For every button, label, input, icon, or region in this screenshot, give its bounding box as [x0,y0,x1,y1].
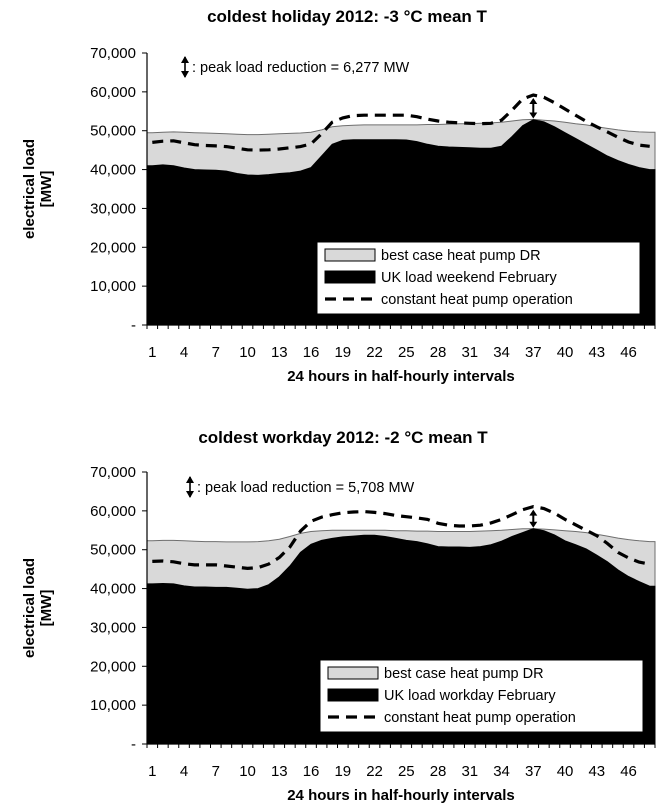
x-tick-label: 22 [366,763,383,780]
x-tick-label: 16 [303,763,320,780]
y-tick-label: 30,000 [90,619,136,636]
x-tick-label: 40 [557,763,574,780]
chart-panel-workday: coldest workday 2012: -2 °C mean T - 10,00… [0,403,659,806]
arrow-head-up [186,476,194,483]
x-tick-label: 43 [588,763,605,780]
x-axis-ticks: 1 4 7 10 13 16 19 22 25 28 31 34 37 40 43 46 [146,325,656,361]
legend-swatch [324,248,376,262]
chart-title: coldest holiday 2012: -3 °C mean T [207,7,487,26]
y-tick-label: 10,000 [90,278,136,295]
arrow-head-down [529,112,538,119]
x-tick-label: 25 [398,344,415,361]
y-axis-label-line: [MW] [38,590,55,627]
legend-label: best case heat pump DR [381,248,541,264]
x-tick-label: 46 [620,344,637,361]
x-tick-label: 19 [334,344,351,361]
x-axis-ticks: 1 4 7 10 13 16 19 22 25 28 31 34 37 40 43 46 [146,744,656,780]
legend-swatch [327,666,379,680]
x-tick-label: 22 [366,344,383,361]
x-tick-label: 28 [430,344,447,361]
x-tick-label: 40 [557,344,574,361]
legend-label: UK load weekend February [381,270,557,286]
arrow-head-up [181,56,189,63]
chart-holiday-svg: coldest holiday 2012: -3 °C mean T - 10,00… [21,7,656,385]
x-tick-label: 13 [271,344,288,361]
x-tick-label: 1 [148,344,156,361]
y-tick-label: 70,000 [90,45,136,62]
y-axis-label: electrical load[MW] [21,139,55,239]
x-tick-label: 34 [493,763,510,780]
y-tick-label: 20,000 [90,239,136,256]
y-axis-label-line: [MW] [38,171,55,208]
x-axis-label: 24 hours in half-hourly intervals [287,787,515,804]
x-axis-label: 24 hours in half-hourly intervals [287,368,515,385]
peak-reduction-annotation: : peak load reduction = 6,277 MW [192,60,410,76]
peak-reduction-arrow-icon [529,97,538,119]
peak-reduction-arrow-icon [529,509,538,528]
legend-swatch [327,688,379,702]
arrow-head-up [529,509,538,516]
x-tick-label: 28 [430,763,447,780]
legend-swatch [324,270,376,284]
annotation-arrow-icon [181,56,189,78]
y-tick-label: - [131,736,136,753]
x-tick-label: 25 [398,763,415,780]
y-axis-label-line: electrical load [21,139,38,239]
x-tick-label: 46 [620,763,637,780]
x-tick-label: 16 [303,344,320,361]
arrow-head-down [181,71,189,78]
x-tick-label: 34 [493,344,510,361]
legend: best case heat pump DR UK load workday Fe… [319,659,644,733]
y-tick-label: 10,000 [90,697,136,714]
x-tick-label: 43 [588,344,605,361]
y-tick-label: 40,000 [90,581,136,598]
chart-title: coldest workday 2012: -2 °C mean T [198,428,488,447]
x-tick-label: 7 [212,763,220,780]
x-tick-label: 31 [461,344,478,361]
legend: best case heat pump DR UK load weekend Fe… [316,241,641,315]
y-tick-label: 60,000 [90,84,136,101]
x-tick-label: 4 [180,763,188,780]
y-tick-label: 40,000 [90,162,136,179]
x-tick-label: 10 [239,763,256,780]
y-axis-label-line: electrical load [21,558,38,658]
x-tick-label: 10 [239,344,256,361]
peak-reduction-annotation: : peak load reduction = 5,708 MW [197,480,415,496]
y-tick-label: 50,000 [90,123,136,140]
x-tick-label: 7 [212,344,220,361]
y-tick-label: 70,000 [90,464,136,481]
legend-label: constant heat pump operation [384,710,576,726]
x-tick-label: 37 [525,763,542,780]
x-tick-label: 4 [180,344,188,361]
y-axis-ticks: - 10,000 20,000 30,000 40,000 50,000 60,000 70,… [90,464,147,753]
legend-label: UK load workday February [384,688,556,704]
x-tick-label: 13 [271,763,288,780]
x-tick-label: 31 [461,763,478,780]
y-tick-label: 50,000 [90,542,136,559]
x-tick-label: 37 [525,344,542,361]
chart-workday-svg: coldest workday 2012: -2 °C mean T - 10,00… [21,428,656,804]
x-tick-label: 1 [148,763,156,780]
arrow-head-down [529,521,538,528]
chart-panel-holiday: coldest holiday 2012: -3 °C mean T - 10,00… [21,7,656,385]
x-tick-label: 19 [334,763,351,780]
arrow-head-up [529,97,538,104]
y-tick-label: 60,000 [90,503,136,520]
y-tick-label: 30,000 [90,200,136,217]
y-axis-label: electrical load[MW] [21,558,55,658]
y-tick-label: 20,000 [90,658,136,675]
series-constant-heat-pump-line [152,93,650,152]
legend-label: best case heat pump DR [384,666,544,682]
y-axis-ticks: - 10,000 20,000 30,000 40,000 50,000 60,000 70,… [90,45,147,334]
legend-label: constant heat pump operation [381,292,573,308]
y-tick-label: - [131,317,136,334]
arrow-head-down [186,491,194,498]
annotation-arrow-icon [186,476,194,498]
